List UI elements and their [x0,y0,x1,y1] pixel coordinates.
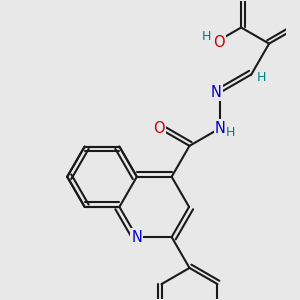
Text: N: N [211,85,222,100]
Text: N: N [215,121,226,136]
Text: H: H [202,30,211,43]
Text: O: O [153,121,164,136]
Text: H: H [257,70,266,84]
Text: N: N [131,230,142,244]
Text: H: H [226,126,235,139]
Text: O: O [213,35,225,50]
